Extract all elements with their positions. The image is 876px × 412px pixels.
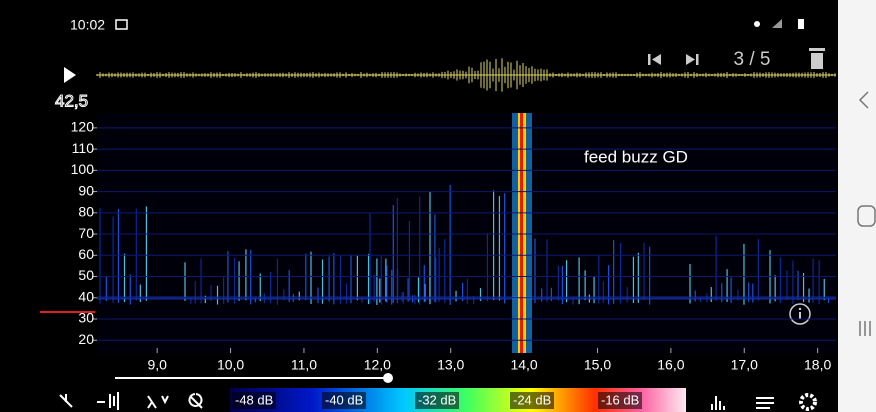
recording-counter: 3 / 5 xyxy=(734,49,771,70)
y-tick-label: 120 xyxy=(71,119,95,135)
x-tick-label: 10,0 xyxy=(217,357,244,373)
zoom-slider-knob[interactable] xyxy=(383,373,393,383)
x-tick-label: 13,0 xyxy=(437,357,464,373)
x-tick-label: 11,0 xyxy=(291,357,317,373)
color-scale-label: -48 dB xyxy=(235,392,273,407)
y-tick-label: 70 xyxy=(78,225,94,241)
x-tick-label: 16,0 xyxy=(657,357,684,373)
x-tick-label: 18,0 xyxy=(804,357,831,373)
marker-label: 42,5 xyxy=(55,91,88,110)
y-tick-label: 110 xyxy=(72,140,95,156)
x-tick-label: 9,0 xyxy=(147,357,167,373)
x-tick-label: 17,0 xyxy=(731,357,758,373)
color-scale-label: -24 dB xyxy=(513,392,551,407)
color-scale-label: -40 dB xyxy=(325,392,363,407)
color-scale-label: -32 dB xyxy=(418,392,456,407)
x-tick-label: 12,0 xyxy=(364,357,391,373)
y-tick-label: 50 xyxy=(78,267,94,283)
screen: 10:02 3 / 5 42,5 feed buzz GD -48 dB -40 … xyxy=(0,0,876,412)
y-tick-label: 40 xyxy=(78,288,94,304)
x-tick-label: 14,0 xyxy=(510,357,537,373)
x-tick-label: 15,0 xyxy=(584,357,611,373)
y-tick-label: 80 xyxy=(78,204,94,220)
y-tick-label: 30 xyxy=(78,310,94,326)
color-scale-label: -16 dB xyxy=(601,392,639,407)
y-tick-label: 60 xyxy=(78,246,94,262)
y-tick-label: 20 xyxy=(78,331,94,347)
status-time: 10:02 xyxy=(70,17,105,33)
y-tick-label: 90 xyxy=(78,182,94,198)
annotation: feed buzz GD xyxy=(584,147,688,166)
y-tick-label: 100 xyxy=(71,161,95,177)
